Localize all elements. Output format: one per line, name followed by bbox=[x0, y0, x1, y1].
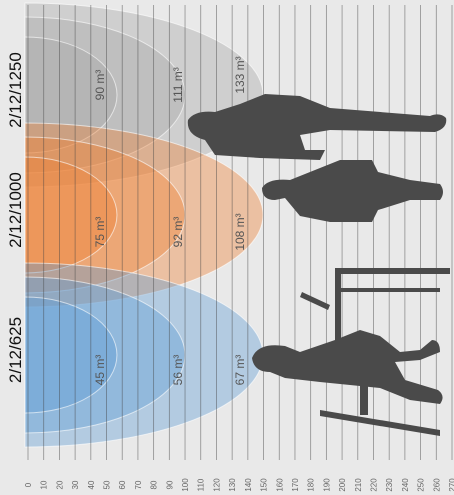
volume-label: 108 m³ bbox=[233, 213, 247, 250]
scale-label: 190 bbox=[322, 478, 331, 492]
scale-label: 270 bbox=[448, 478, 454, 492]
scale-label: 240 bbox=[401, 478, 410, 492]
coverage-bands bbox=[24, 2, 264, 448]
scale-label: 130 bbox=[228, 478, 237, 492]
volume-label: 133 m³ bbox=[233, 56, 247, 93]
seated-person bbox=[252, 330, 443, 404]
child bbox=[262, 160, 443, 222]
scale-label: 260 bbox=[432, 478, 441, 492]
scale-label: 220 bbox=[369, 478, 378, 492]
product-name: 2/12/625 bbox=[6, 317, 25, 383]
scale-label: 200 bbox=[338, 478, 347, 492]
scale-label: 80 bbox=[150, 480, 159, 489]
scale-label: 170 bbox=[291, 478, 300, 492]
scale-label: 180 bbox=[307, 478, 316, 492]
labels: 2/12/1250 90 m³ 111 m³ 133 m³ 2/12/1000 75 m³… bbox=[6, 52, 454, 492]
product-name: 2/12/1000 bbox=[6, 172, 25, 248]
table-top bbox=[335, 268, 450, 274]
scale-label: 40 bbox=[87, 480, 96, 489]
standing-adult bbox=[187, 94, 447, 160]
product-name: 2/12/1250 bbox=[6, 52, 25, 128]
scale-label: 30 bbox=[71, 480, 80, 489]
scale-label: 100 bbox=[181, 478, 190, 492]
scale-label: 20 bbox=[55, 480, 64, 489]
scale-label: 140 bbox=[244, 478, 253, 492]
coverage-area bbox=[24, 36, 118, 154]
coverage-area bbox=[24, 122, 264, 308]
coverage-area bbox=[24, 296, 118, 414]
scale-label: 120 bbox=[212, 478, 221, 492]
scale-label: 70 bbox=[134, 480, 143, 489]
scale-label: 160 bbox=[275, 478, 284, 492]
scale-label: 0 bbox=[24, 482, 33, 487]
table-leg bbox=[335, 268, 341, 368]
scale-label: 230 bbox=[385, 478, 394, 492]
scale-label: 90 bbox=[165, 480, 174, 489]
volume-label: 90 m³ bbox=[93, 70, 107, 101]
scale-label: 50 bbox=[103, 480, 112, 489]
volume-label: 45 m³ bbox=[93, 355, 107, 386]
scale-label: 210 bbox=[354, 478, 363, 492]
scale-label: 10 bbox=[40, 480, 49, 489]
coverage-area bbox=[24, 156, 118, 274]
volume-label: 56 m³ bbox=[171, 355, 185, 386]
scale-label: 150 bbox=[260, 478, 269, 492]
volume-label: 75 m³ bbox=[93, 217, 107, 248]
scale-label: 60 bbox=[118, 480, 127, 489]
volume-label: 92 m³ bbox=[171, 217, 185, 248]
volume-label: 111 m³ bbox=[171, 67, 185, 103]
silhouettes bbox=[187, 94, 450, 436]
table-leg bbox=[335, 288, 440, 292]
scale-label: 250 bbox=[417, 478, 426, 492]
volume-label: 67 m³ bbox=[233, 355, 247, 386]
scale-label: 110 bbox=[197, 478, 206, 491]
